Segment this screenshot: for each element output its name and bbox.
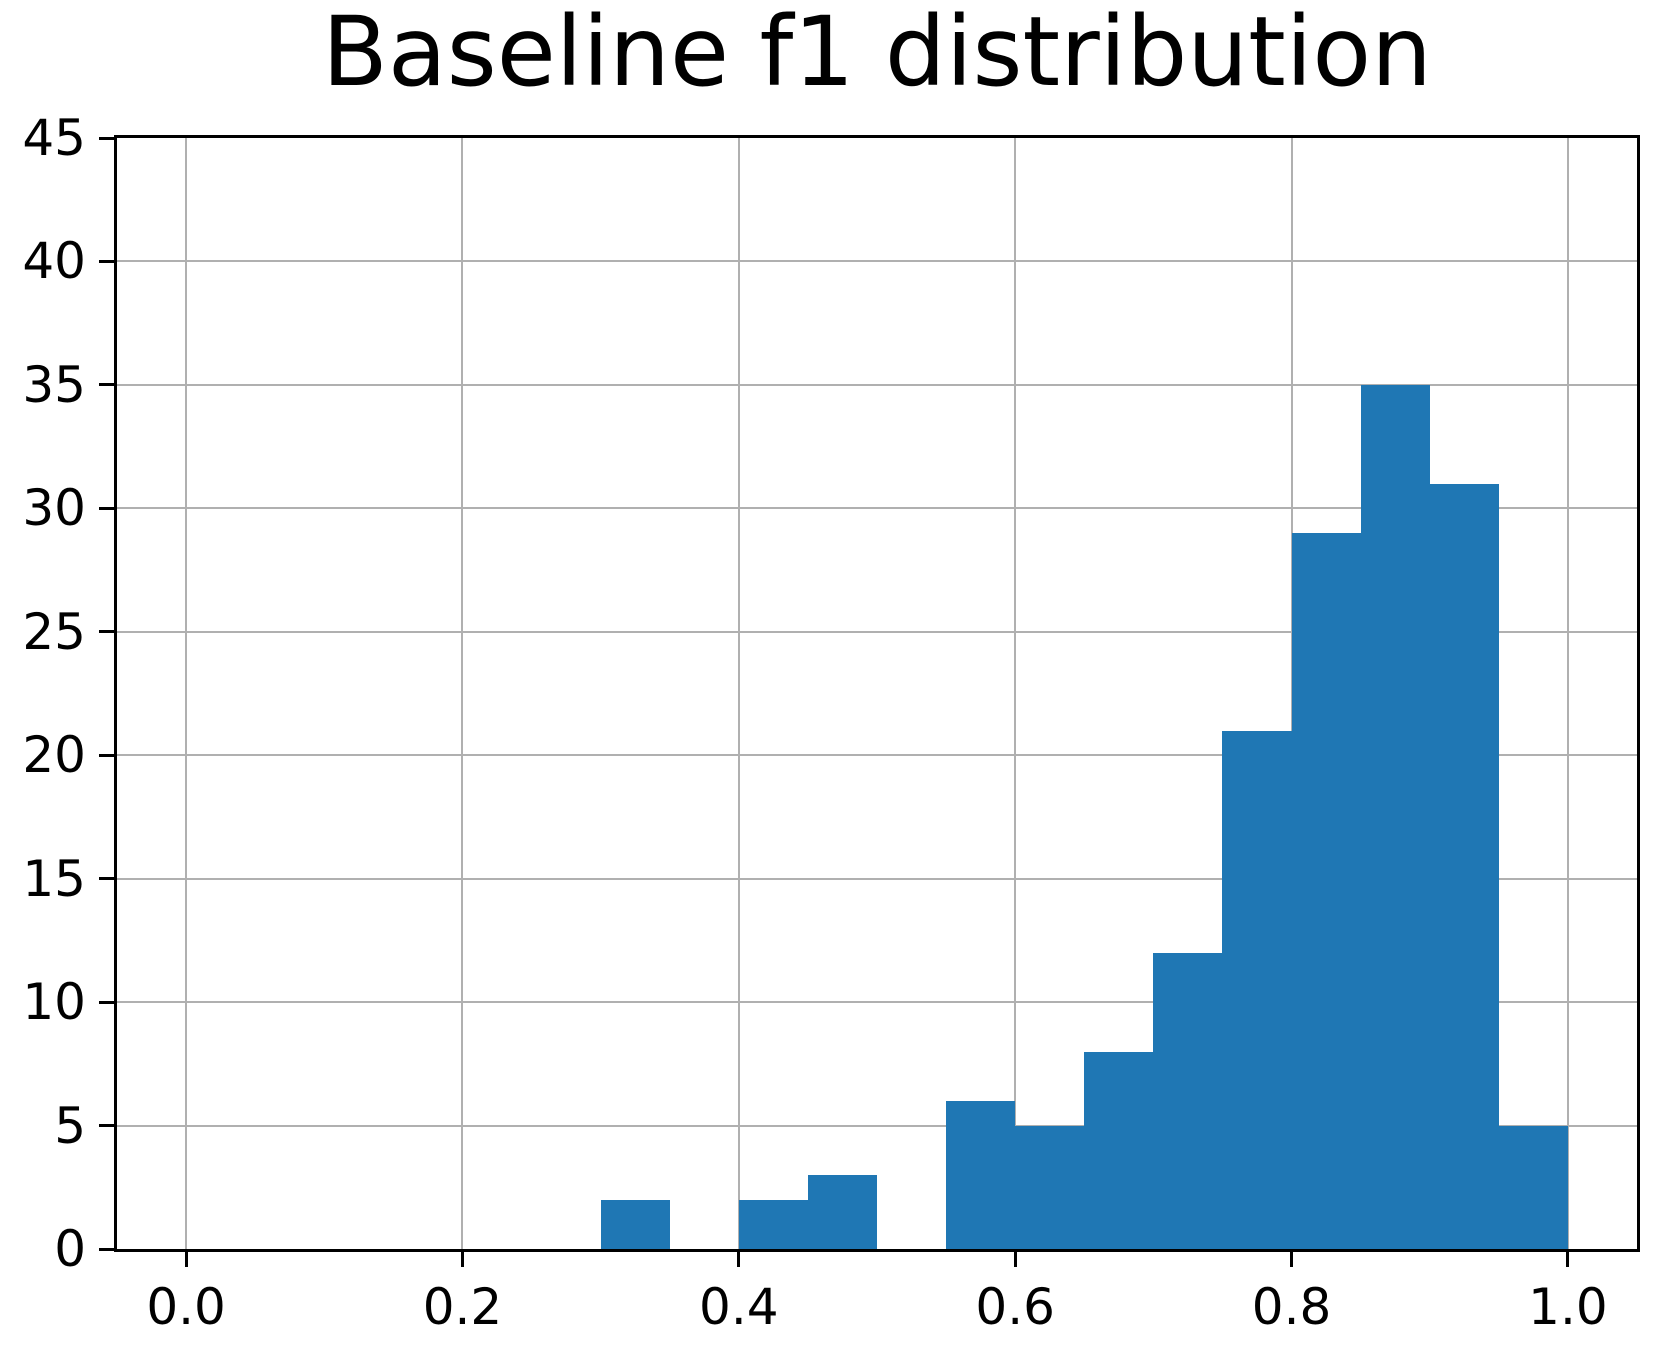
histogram-bar bbox=[600, 1199, 670, 1249]
y-tick-label: 45 bbox=[22, 109, 86, 167]
x-tick-label: 0.2 bbox=[422, 1278, 503, 1336]
y-tick-mark bbox=[99, 1247, 114, 1251]
chart-title: Baseline f1 distribution bbox=[322, 0, 1432, 108]
plot-area bbox=[114, 135, 1640, 1252]
y-tick-mark bbox=[99, 1000, 114, 1004]
histogram-bar bbox=[807, 1174, 877, 1249]
x-gridline bbox=[1014, 138, 1017, 1249]
y-tick-mark bbox=[99, 1124, 114, 1128]
histogram-bar bbox=[1222, 730, 1292, 1249]
y-gridline bbox=[117, 1001, 1637, 1004]
y-tick-mark bbox=[99, 630, 114, 634]
histogram-bar bbox=[1291, 533, 1361, 1249]
x-tick-label: 1.0 bbox=[1528, 1278, 1608, 1336]
y-gridline bbox=[117, 507, 1637, 510]
x-tick-label: 0.6 bbox=[975, 1278, 1055, 1336]
x-gridline bbox=[461, 138, 464, 1249]
x-tick-mark bbox=[737, 1252, 741, 1267]
y-tick-mark bbox=[99, 753, 114, 757]
x-gridline bbox=[1566, 138, 1569, 1249]
x-tick-mark bbox=[184, 1252, 188, 1267]
x-gridline bbox=[737, 138, 740, 1249]
y-gridline bbox=[117, 877, 1637, 880]
x-tick-mark bbox=[1013, 1252, 1017, 1267]
y-gridline bbox=[117, 754, 1637, 757]
y-tick-mark bbox=[99, 259, 114, 263]
histogram-bar bbox=[1015, 1125, 1085, 1249]
x-tick-mark bbox=[1290, 1252, 1294, 1267]
x-tick-label: 0.8 bbox=[1251, 1278, 1332, 1336]
y-tick-label: 5 bbox=[54, 1096, 86, 1155]
histogram-bar bbox=[1360, 384, 1430, 1249]
y-tick-label: 30 bbox=[22, 479, 86, 538]
y-tick-label: 0 bbox=[54, 1220, 86, 1278]
y-tick-label: 10 bbox=[22, 973, 86, 1032]
histogram-bar bbox=[1429, 483, 1499, 1249]
y-gridline bbox=[117, 1124, 1637, 1127]
y-tick-label: 40 bbox=[22, 232, 86, 291]
y-tick-mark bbox=[99, 136, 114, 140]
histogram-bar bbox=[738, 1199, 808, 1249]
x-gridline bbox=[185, 138, 188, 1249]
y-gridline bbox=[117, 383, 1637, 386]
x-tick-mark bbox=[460, 1252, 464, 1267]
x-tick-label: 0.4 bbox=[699, 1278, 779, 1336]
y-tick-mark bbox=[99, 383, 114, 387]
histogram-bar bbox=[1153, 952, 1223, 1249]
y-gridline bbox=[117, 260, 1637, 263]
y-tick-label: 25 bbox=[22, 602, 86, 661]
histogram-bar bbox=[946, 1100, 1016, 1249]
y-tick-mark bbox=[99, 877, 114, 881]
y-tick-label: 15 bbox=[22, 849, 86, 908]
histogram-bar bbox=[1498, 1125, 1568, 1249]
x-tick-mark bbox=[1566, 1252, 1570, 1267]
y-tick-label: 35 bbox=[22, 355, 86, 414]
y-tick-mark bbox=[99, 506, 114, 510]
y-tick-label: 20 bbox=[22, 726, 86, 785]
y-gridline bbox=[117, 630, 1637, 633]
x-tick-label: 0.0 bbox=[146, 1278, 226, 1336]
histogram-bar bbox=[1084, 1051, 1154, 1249]
